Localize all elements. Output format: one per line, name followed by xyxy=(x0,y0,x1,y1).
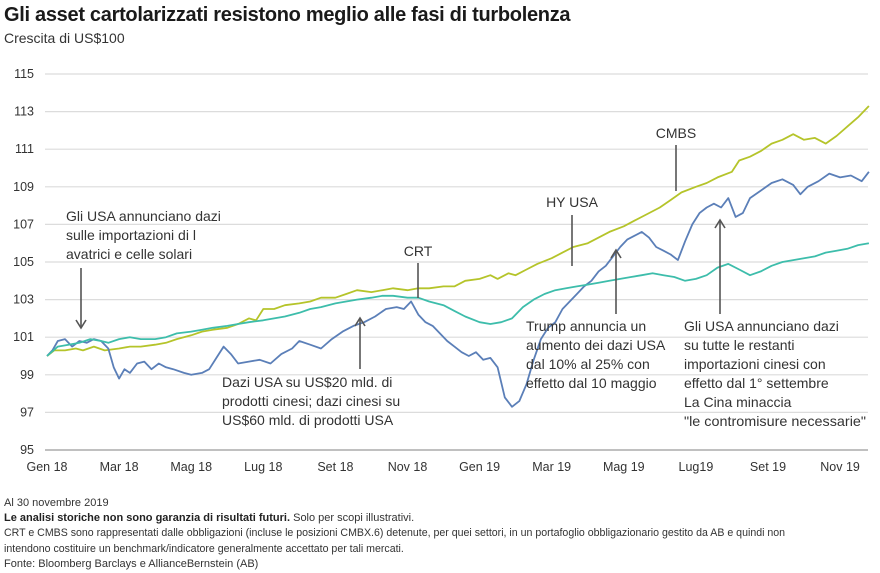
series-line-cmbs xyxy=(46,105,870,357)
y-tick-label: 105 xyxy=(13,255,34,269)
x-tick-label: Lug 18 xyxy=(244,460,282,474)
x-tick-label: Mar 18 xyxy=(100,460,139,474)
annotation-text-line: effetto dal 1° settembre xyxy=(684,375,829,391)
y-tick-label: 111 xyxy=(15,142,34,156)
gridlines xyxy=(45,73,868,451)
chart-footer: Al 30 novembre 2019 Le analisi storiche … xyxy=(4,496,876,572)
series-label-cmbs: CMBS xyxy=(656,125,696,191)
annotation-text-line: Gli USA annunciano dazi xyxy=(684,318,839,334)
annotation-text-line: aumento dei dazi USA xyxy=(526,337,666,353)
arrow-down-icon xyxy=(75,319,87,330)
y-tick-label: 115 xyxy=(14,67,34,81)
y-tick-label: 101 xyxy=(13,330,34,344)
annotation-text-line: importazioni cinesi con xyxy=(684,356,826,372)
annotation-china-tariffs-2018: Dazi USA su US$20 mld. di prodotti cines… xyxy=(222,316,400,428)
y-tick-label: 109 xyxy=(13,180,34,194)
disclaimer-rest: Solo per scopi illustrativi. xyxy=(290,512,415,525)
as-of-date: Al 30 novembre 2019 xyxy=(4,497,109,509)
annotation-text-line: Gli USA annunciano dazi xyxy=(66,208,221,224)
annotation-text-line: su tutte le restanti xyxy=(684,337,795,353)
methodology-note-line-2: intendono costituire un benchmark/indica… xyxy=(4,542,404,555)
annotation-text-line: "le contromisure necessarie" xyxy=(684,413,866,429)
y-tick-label: 97 xyxy=(20,405,34,419)
annotation-solar-tariffs: Gli USA annunciano dazi sulle importazio… xyxy=(66,208,221,330)
y-tick-label: 99 xyxy=(20,368,34,382)
x-tick-label: Nov 19 xyxy=(820,460,860,474)
annotation-text-line: dal 10% al 25% con xyxy=(526,356,650,372)
arrow-up-icon xyxy=(354,316,366,327)
disclaimer-bold: Le analisi storiche non sono garanzia di… xyxy=(4,512,291,525)
chart-subtitle: Crescita di US$100 xyxy=(4,30,125,46)
annotation-text-line: US$60 mld. di prodotti USA xyxy=(222,412,394,428)
crt-label: CRT xyxy=(404,243,433,259)
arrow-up-icon xyxy=(714,218,726,229)
x-tick-label: Nov 18 xyxy=(388,460,428,474)
annotation-trump-tariff-hike: Trump annuncia un aumento dei dazi USA d… xyxy=(526,248,666,391)
x-tick-label: Lug19 xyxy=(679,460,714,474)
annotation-text-line: Trump annuncia un xyxy=(526,318,646,334)
series-label-crt: CRT xyxy=(404,243,433,298)
series-label-hy-usa: HY USA xyxy=(546,194,599,266)
series-lines xyxy=(46,105,870,408)
chart-title: Gli asset cartolarizzati resistono megli… xyxy=(4,4,571,26)
methodology-note-line-1: CRT e CMBS sono rappresentati dalle obbl… xyxy=(4,527,786,540)
cmbs-label: CMBS xyxy=(656,125,696,141)
series-line-crt xyxy=(46,242,870,357)
annotation-text-line: sulle importazioni di l xyxy=(66,227,196,243)
arrow-up-icon xyxy=(610,248,622,259)
x-tick-label: Set 18 xyxy=(317,460,353,474)
annotation-text-line: effetto dal 10 maggio xyxy=(526,375,657,391)
x-tick-label: Gen 19 xyxy=(459,460,500,474)
annotation-text-line: Dazi USA su US$20 mld. di xyxy=(222,374,392,390)
y-tick-label: 113 xyxy=(14,105,34,119)
x-tick-label: Mag 19 xyxy=(603,460,645,474)
y-tick-label: 107 xyxy=(13,217,34,231)
source-note: Fonte: Bloomberg Barclays e AllianceBern… xyxy=(4,557,259,570)
hy-usa-label: HY USA xyxy=(546,194,599,210)
y-axis-ticks: 95 97 99 101 103 105 107 109 111 113 115 xyxy=(13,67,34,457)
annotation-text-line: prodotti cinesi; dazi cinesi su xyxy=(222,393,400,409)
line-chart: 95 97 99 101 103 105 107 109 111 113 115 Gen 18 Mar… xyxy=(13,67,870,474)
x-axis-ticks: Gen 18 Mar 18 Mag 18 Lug 18 Set 18 Nov 18 Gen … xyxy=(26,460,859,474)
x-tick-label: Mar 19 xyxy=(532,460,571,474)
x-tick-label: Gen 18 xyxy=(26,460,67,474)
annotation-text-line: La Cina minaccia xyxy=(684,394,792,410)
y-tick-label: 95 xyxy=(20,443,34,457)
x-tick-label: Set 19 xyxy=(750,460,786,474)
annotation-remaining-imports: Gli USA annunciano dazi su tutte le rest… xyxy=(684,218,866,429)
y-tick-label: 103 xyxy=(13,293,34,307)
annotation-text-line: avatrici e celle solari xyxy=(66,246,192,262)
disclaimer: Le analisi storiche non sono garanzia di… xyxy=(4,511,876,526)
series-line-hy-usa xyxy=(46,171,870,408)
x-tick-label: Mag 18 xyxy=(170,460,212,474)
